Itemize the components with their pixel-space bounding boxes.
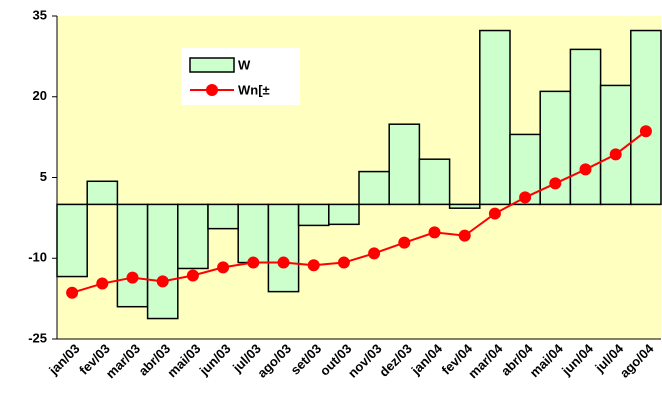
bar: [448, 203, 481, 209]
bar: [569, 48, 602, 206]
x-tick-label: mar/03: [103, 341, 143, 381]
bar: [86, 180, 119, 206]
legend-swatch: [206, 84, 218, 96]
line-point: [96, 277, 109, 290]
legend-label: W: [238, 57, 251, 72]
bar: [237, 203, 270, 264]
bar: [328, 203, 360, 226]
line-point: [337, 256, 350, 269]
x-tick-label: jan/04: [408, 340, 446, 378]
line-point: [186, 269, 199, 282]
line-point: [156, 275, 169, 288]
line-point: [217, 261, 230, 274]
y-tick-label: 5: [40, 169, 47, 184]
x-tick-label: ago/04: [617, 340, 657, 380]
line-point: [549, 177, 562, 190]
line-point: [458, 229, 471, 242]
line-point: [277, 256, 290, 269]
line-point: [579, 163, 592, 176]
line-point: [126, 271, 139, 284]
line-point: [519, 191, 532, 204]
x-tick-label: jan/03: [45, 341, 82, 378]
bar: [267, 203, 300, 293]
x-tick-label: mai/03: [164, 341, 203, 380]
x-tick-label: ago/03: [254, 341, 294, 381]
bar: [207, 203, 239, 230]
bar: [146, 203, 179, 320]
bar: [630, 29, 662, 206]
legend-label: Wn[±: [238, 82, 270, 97]
bar: [599, 84, 632, 206]
y-tick-label: 20: [33, 88, 47, 103]
y-tick-label: -10: [28, 250, 47, 265]
bar: [388, 123, 421, 206]
line-point: [398, 236, 411, 249]
x-tick-label: mai/04: [527, 340, 567, 380]
bar: [358, 170, 390, 206]
line-point: [307, 259, 320, 272]
x-tick-label: nov/03: [345, 341, 385, 381]
legend-swatch: [189, 57, 235, 73]
line-point: [609, 148, 622, 161]
x-tick-label: set/03: [288, 341, 325, 378]
line-point: [428, 226, 441, 239]
line-point: [368, 247, 381, 260]
line-point: [488, 207, 501, 220]
y-tick-label: -25: [28, 330, 47, 345]
x-tick-label: jun/04: [558, 340, 596, 378]
line-point: [247, 256, 260, 269]
bar: [418, 158, 451, 206]
x-tick-label: jun/03: [196, 341, 234, 379]
line-point: [639, 125, 652, 138]
bar: [177, 203, 209, 270]
bar: [297, 203, 330, 227]
y-tick-label: 35: [33, 7, 47, 22]
x-tick-label: dez/03: [376, 341, 415, 380]
x-tick-label: mar/04: [465, 340, 506, 381]
bar: [56, 203, 88, 278]
bar: [116, 203, 149, 308]
bar: [479, 29, 511, 206]
line-point: [66, 286, 79, 299]
